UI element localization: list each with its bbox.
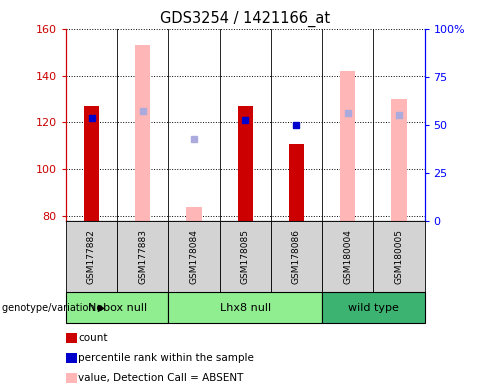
Bar [238,106,253,221]
Text: Nobox null: Nobox null [87,303,147,313]
Text: GSM180005: GSM180005 [394,229,404,284]
Bar [391,99,407,221]
Bar [135,45,150,221]
Bar [289,144,304,221]
Text: Lhx8 null: Lhx8 null [220,303,271,313]
Text: GSM180004: GSM180004 [343,229,352,284]
Text: wild type: wild type [348,303,399,313]
Text: value, Detection Call = ABSENT: value, Detection Call = ABSENT [78,373,244,383]
Text: genotype/variation ▶: genotype/variation ▶ [2,303,106,313]
Text: count: count [78,333,107,343]
Title: GDS3254 / 1421166_at: GDS3254 / 1421166_at [160,11,330,27]
Bar [84,106,99,221]
Text: GSM178086: GSM178086 [292,229,301,284]
Text: GSM178084: GSM178084 [189,229,199,284]
Text: GSM177883: GSM177883 [138,229,147,284]
Text: GSM178085: GSM178085 [241,229,250,284]
Text: GSM177882: GSM177882 [87,229,96,284]
Bar [340,71,355,221]
Text: percentile rank within the sample: percentile rank within the sample [78,353,254,363]
Bar [186,207,202,221]
